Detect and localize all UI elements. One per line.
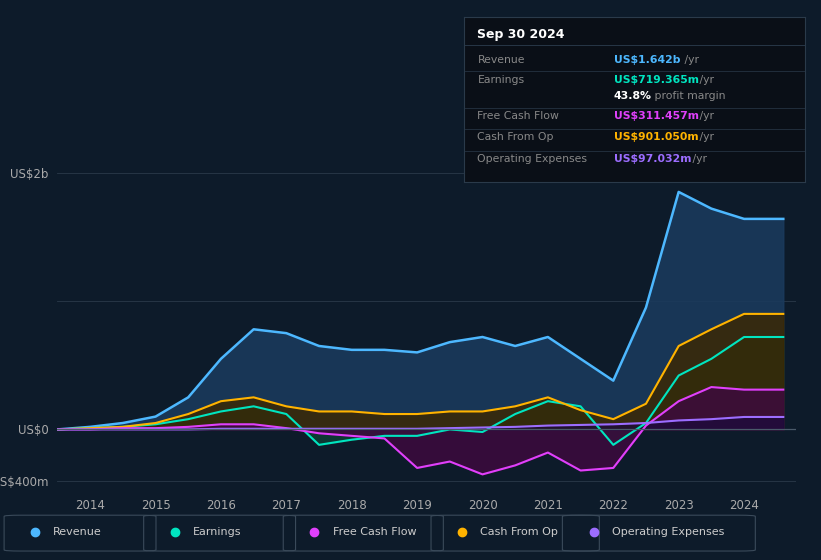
Text: Operating Expenses: Operating Expenses	[478, 154, 588, 164]
Text: Earnings: Earnings	[193, 527, 241, 537]
Text: /yr: /yr	[696, 132, 714, 142]
Text: profit margin: profit margin	[651, 91, 726, 101]
Text: US$1.642b: US$1.642b	[614, 55, 681, 65]
Text: Earnings: Earnings	[478, 74, 525, 85]
Text: /yr: /yr	[696, 74, 714, 85]
Text: Cash From Op: Cash From Op	[480, 527, 558, 537]
Text: Cash From Op: Cash From Op	[478, 132, 554, 142]
Text: Free Cash Flow: Free Cash Flow	[478, 111, 559, 121]
Text: Revenue: Revenue	[478, 55, 525, 65]
Text: US$97.032m: US$97.032m	[614, 154, 691, 164]
Text: Revenue: Revenue	[53, 527, 102, 537]
Text: Sep 30 2024: Sep 30 2024	[478, 29, 565, 41]
Text: 43.8%: 43.8%	[614, 91, 652, 101]
Text: US$719.365m: US$719.365m	[614, 74, 699, 85]
Text: Operating Expenses: Operating Expenses	[612, 527, 724, 537]
Text: US$311.457m: US$311.457m	[614, 111, 699, 121]
Text: /yr: /yr	[689, 154, 707, 164]
Text: /yr: /yr	[681, 55, 699, 65]
Text: Free Cash Flow: Free Cash Flow	[333, 527, 416, 537]
Text: /yr: /yr	[696, 111, 714, 121]
Text: US$901.050m: US$901.050m	[614, 132, 699, 142]
